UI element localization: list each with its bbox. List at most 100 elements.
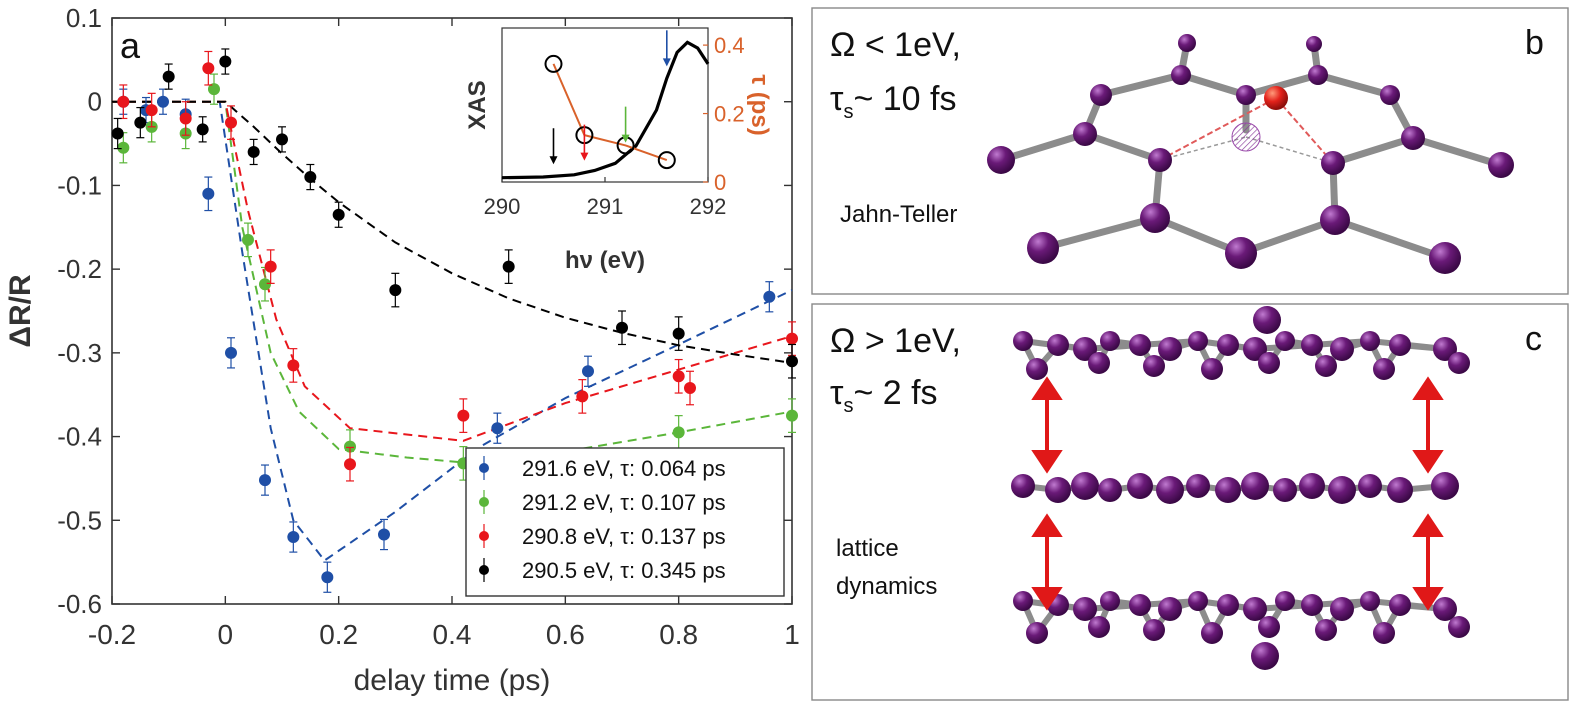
y-tick-label: -0.3 xyxy=(57,338,102,368)
inset-x-tick-label: 290 xyxy=(484,194,521,219)
atom xyxy=(1045,477,1071,503)
atom xyxy=(1073,122,1097,146)
atom xyxy=(1188,331,1208,351)
omega-text-b: Ω < 1eV, xyxy=(830,26,961,64)
data-point-blue xyxy=(763,290,776,303)
bond xyxy=(1329,134,1417,167)
dashed-bond xyxy=(1159,136,1247,161)
inset-y2-tick-label: 0.4 xyxy=(714,33,745,58)
legend-marker-black xyxy=(479,565,489,575)
atom xyxy=(1360,331,1380,351)
atom xyxy=(1243,597,1267,621)
legend-label: 290.8 eV, τ: 0.137 ps xyxy=(522,524,726,549)
xas-curve xyxy=(501,40,710,180)
data-point-blue xyxy=(378,528,390,541)
data-point-black xyxy=(162,70,175,83)
atom xyxy=(1088,616,1110,638)
molecule-jahn-teller xyxy=(987,34,1514,274)
x-tick-label: -0.2 xyxy=(88,619,136,650)
panel-a: a -0.2 0 0.2 0.4 0.6 0.8 1 0.1 0 -0.1 -0.2 -0.3 -0.4… xyxy=(4,3,800,697)
displaced-atom xyxy=(1264,86,1288,110)
atom xyxy=(1380,85,1400,105)
interlayer-arrows xyxy=(1031,376,1444,611)
x-tick-label: 1 xyxy=(784,619,800,650)
dashed-bond xyxy=(1245,136,1334,164)
data-point-red xyxy=(225,116,237,129)
atom xyxy=(1433,597,1457,621)
atom xyxy=(1171,65,1191,85)
arrow-head xyxy=(1031,587,1063,611)
graphite-layer xyxy=(1013,591,1470,644)
energy-arrow-head-black xyxy=(549,156,558,165)
x-tick-label: 0.8 xyxy=(659,619,698,650)
energy-arrow-head-green xyxy=(621,134,630,143)
data-points xyxy=(111,48,798,593)
atom xyxy=(1158,597,1182,621)
panel-label-a: a xyxy=(120,25,141,66)
omega-text-c: Ω > 1eV, xyxy=(830,322,961,360)
panel-b: b Ω < 1eV, τs~ 10 fs Jahn-Teller xyxy=(811,7,1569,295)
atom xyxy=(1275,591,1295,611)
atom xyxy=(1488,152,1514,178)
x-tick-label: 0.6 xyxy=(546,619,585,650)
arrow-head xyxy=(1412,587,1444,611)
data-point-black xyxy=(247,145,260,158)
y-tick-label: -0.6 xyxy=(57,589,102,619)
atom xyxy=(1241,472,1269,500)
energy-arrow-head-blue xyxy=(662,58,671,67)
legend-box xyxy=(465,447,785,597)
panel-label-b: b xyxy=(1525,24,1544,62)
data-point-green xyxy=(117,141,130,154)
tau-subscript-b: s xyxy=(843,101,853,123)
atom xyxy=(1217,594,1239,616)
graphite-layer xyxy=(1011,472,1459,504)
inset-x-tick-label: 292 xyxy=(690,194,727,219)
atom xyxy=(1100,331,1120,351)
atom xyxy=(1330,597,1354,621)
data-point-blue xyxy=(491,422,504,435)
atom xyxy=(987,146,1015,174)
atom xyxy=(1073,337,1097,361)
arrow-head xyxy=(1031,513,1063,537)
bond xyxy=(1242,71,1322,99)
tau-subscript-c: s xyxy=(843,395,853,417)
atom xyxy=(1013,331,1033,351)
tau-marker xyxy=(544,54,563,73)
data-point-black xyxy=(111,127,124,140)
tau-symbol-c: τ xyxy=(830,374,844,412)
inset-y2-tick-label: 0 xyxy=(714,170,726,195)
fit-curve-blue xyxy=(112,100,793,562)
x-tick-label: 0.4 xyxy=(433,619,472,650)
atom xyxy=(1429,242,1461,274)
tau-text-b: τs~ 10 fs xyxy=(830,80,956,123)
atom xyxy=(1100,591,1120,611)
atom xyxy=(1071,472,1099,500)
data-point-blue xyxy=(202,187,215,200)
fit-curve-red xyxy=(112,100,793,442)
atom xyxy=(1127,473,1153,499)
data-point-green xyxy=(672,426,685,439)
atom xyxy=(1431,472,1459,500)
atom xyxy=(1201,358,1223,380)
data-point-red xyxy=(672,370,685,383)
atom xyxy=(1201,622,1223,644)
legend-label: 290.5 eV, τ: 0.345 ps xyxy=(522,558,726,583)
atom xyxy=(1225,237,1257,269)
data-point-black xyxy=(616,321,628,334)
bond xyxy=(1097,71,1185,99)
data-point-green xyxy=(208,83,220,96)
atom xyxy=(1315,355,1337,377)
legend-label: 291.2 eV, τ: 0.107 ps xyxy=(522,490,726,515)
data-point-red xyxy=(457,409,470,422)
atom xyxy=(1186,474,1210,498)
atom xyxy=(1387,477,1413,503)
data-point-black xyxy=(219,55,232,68)
bond xyxy=(1331,216,1449,262)
data-point-black xyxy=(276,133,288,146)
y-axis-label: ΔR/R xyxy=(4,274,37,348)
bond xyxy=(1177,71,1250,99)
data-point-blue xyxy=(321,571,334,584)
data-point-blue xyxy=(582,365,594,378)
atom xyxy=(1275,331,1295,351)
